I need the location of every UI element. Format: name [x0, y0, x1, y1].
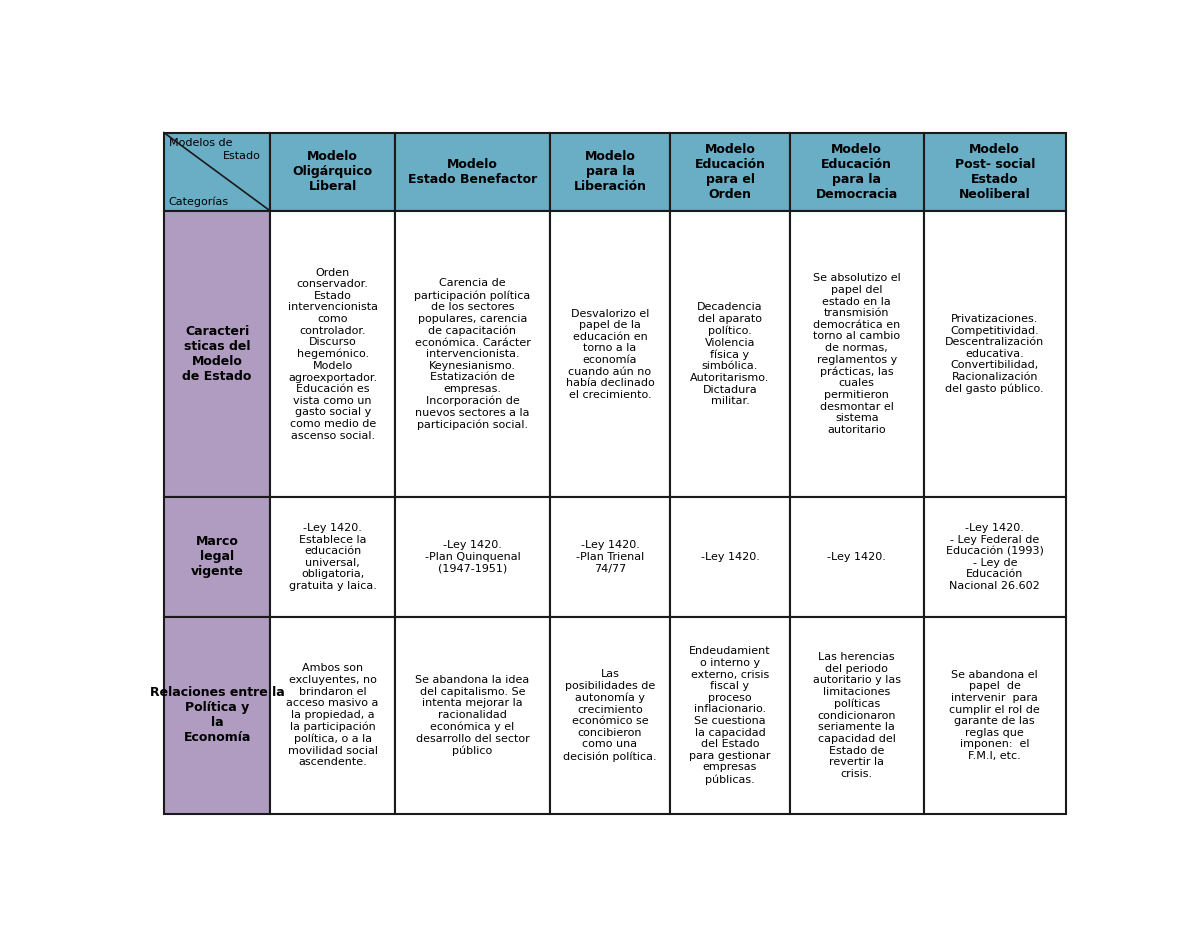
Bar: [924, 498, 1066, 616]
Text: Endeudamient
o interno y
externo, crisis
fiscal y
proceso
inflacionario.
Se cues: Endeudamient o interno y externo, crisis…: [689, 646, 770, 784]
Text: Carencia de
participación política
de los sectores
populares, carencia
de capaci: Carencia de participación política de lo…: [414, 278, 530, 430]
Text: Categorías: Categorías: [168, 197, 229, 208]
Bar: [395, 133, 550, 211]
Text: Se abandona el
papel  de
intervenir  para
cumplir el rol de
garante de las
regla: Se abandona el papel de intervenir para …: [949, 670, 1040, 761]
Text: Estado: Estado: [222, 151, 260, 161]
Bar: [550, 498, 670, 616]
Bar: [164, 616, 270, 814]
Text: Las herencias
del periodo
autoritario y las
limitaciones
políticas
condicionaron: Las herencias del periodo autoritario y …: [812, 653, 901, 779]
Text: Modelo
Educación
para la
Democracia: Modelo Educación para la Democracia: [816, 143, 898, 201]
Text: Marco
legal
vigente: Marco legal vigente: [191, 536, 244, 578]
Text: -Ley 1420.
- Ley Federal de
Educación (1993)
- Ley de
Educación
Nacional 26.602: -Ley 1420. - Ley Federal de Educación (1…: [946, 523, 1044, 591]
Bar: [270, 211, 395, 498]
Bar: [164, 498, 270, 616]
Bar: [670, 133, 790, 211]
Bar: [164, 211, 270, 498]
Bar: [670, 211, 790, 498]
Text: Ambos son
excluyentes, no
brindaron el
acceso masivo a
la propiedad, a
la partic: Ambos son excluyentes, no brindaron el a…: [287, 664, 379, 768]
Bar: [790, 498, 924, 616]
Text: Modelo
Post- social
Estado
Neoliberal: Modelo Post- social Estado Neoliberal: [954, 143, 1034, 201]
Text: -Ley 1420.
Establece la
educación
universal,
obligatoria,
gratuita y laica.: -Ley 1420. Establece la educación univer…: [289, 523, 377, 591]
Bar: [395, 211, 550, 498]
Text: Decadencia
del aparato
político.
Violencia
física y
simbólica.
Autoritarismo.
Di: Decadencia del aparato político. Violenc…: [690, 302, 769, 406]
Text: -Ley 1420.: -Ley 1420.: [827, 552, 887, 562]
Bar: [270, 616, 395, 814]
Bar: [670, 498, 790, 616]
Text: Modelo
Estado Benefactor: Modelo Estado Benefactor: [408, 158, 538, 185]
Text: Las
posibilidades de
autonomía y
crecimiento
económico se
concibieron
como una
d: Las posibilidades de autonomía y crecimi…: [563, 669, 656, 762]
Bar: [924, 211, 1066, 498]
Text: Modelo
Oligárquico
Liberal: Modelo Oligárquico Liberal: [293, 150, 373, 194]
Bar: [550, 211, 670, 498]
Bar: [790, 211, 924, 498]
Text: Se abandona la idea
del capitalismo. Se
intenta mejorar la
racionalidad
económic: Se abandona la idea del capitalismo. Se …: [415, 675, 529, 756]
Text: Modelo
Educación
para el
Orden: Modelo Educación para el Orden: [695, 143, 766, 201]
Text: Se absolutizo el
papel del
estado en la
transmisión
democrática en
torno al camb: Se absolutizo el papel del estado en la …: [812, 273, 901, 435]
Text: Privatizaciones.
Competitividad.
Descentralización
educativa.
Convertibilidad,
R: Privatizaciones. Competitividad. Descent…: [946, 314, 1044, 394]
Bar: [395, 498, 550, 616]
Bar: [270, 498, 395, 616]
Text: Modelo
para la
Liberación: Modelo para la Liberación: [574, 150, 647, 194]
Text: -Ley 1420.
-Plan Trienal
74/77: -Ley 1420. -Plan Trienal 74/77: [576, 540, 644, 574]
Text: Caracteri
sticas del
Modelo
de Estado: Caracteri sticas del Modelo de Estado: [182, 325, 252, 383]
Bar: [164, 133, 270, 211]
Bar: [924, 616, 1066, 814]
Text: Orden
conservador.
Estado
intervencionista
como
controlador.
Discurso
hegemónico: Orden conservador. Estado intervencionis…: [288, 268, 378, 440]
Text: -Ley 1420.: -Ley 1420.: [701, 552, 760, 562]
Bar: [924, 133, 1066, 211]
Bar: [550, 616, 670, 814]
Text: -Ley 1420.
-Plan Quinquenal
(1947-1951): -Ley 1420. -Plan Quinquenal (1947-1951): [425, 540, 521, 574]
Bar: [790, 616, 924, 814]
Bar: [395, 616, 550, 814]
Text: Modelos de: Modelos de: [168, 138, 232, 148]
Text: Relaciones entre la
Política y
la
Economía: Relaciones entre la Política y la Econom…: [150, 687, 284, 744]
Text: Desvalorizo el
papel de la
educación en
torno a la
economía
cuando aún no
había : Desvalorizo el papel de la educación en …: [565, 309, 654, 400]
Bar: [550, 133, 670, 211]
Bar: [270, 133, 395, 211]
Bar: [670, 616, 790, 814]
Bar: [790, 133, 924, 211]
